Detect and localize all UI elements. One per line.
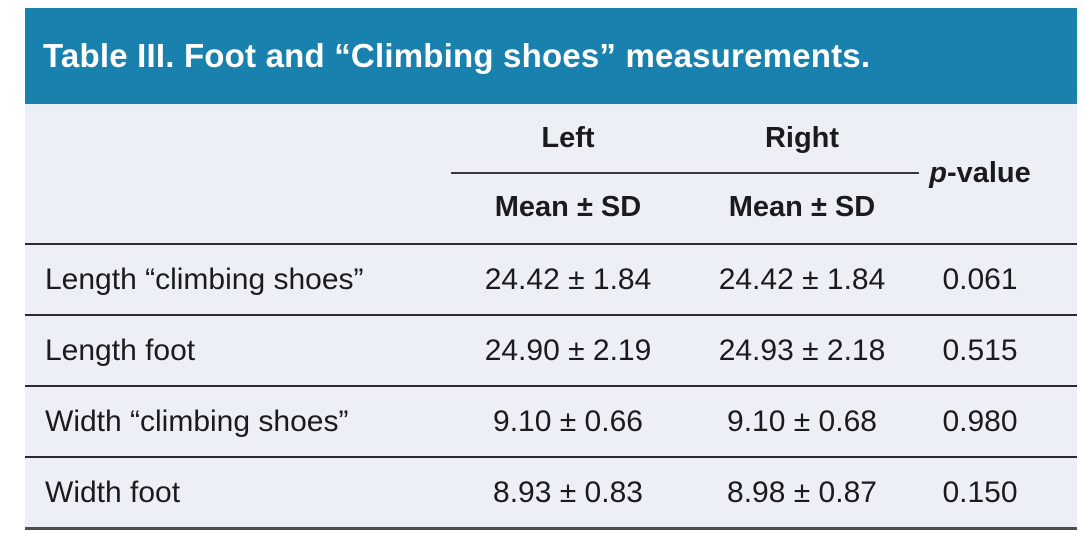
cell-left-mean-sd: 9.10 ± 0.66 [493, 404, 643, 438]
cell-left-mean-sd: 24.42 ± 1.84 [484, 262, 652, 296]
p-value-suffix: -value [946, 157, 1031, 189]
row-label: Length foot [45, 333, 196, 367]
cell-right-mean-sd: 24.42 ± 1.84 [718, 262, 886, 296]
row-label: Length “climbing shoes” [45, 262, 364, 296]
cell-left-mean-sd: 8.93 ± 0.83 [493, 475, 643, 509]
measurements-table: Table III. Foot and “Climbing shoes” mea… [25, 8, 1077, 530]
cell-right-mean-sd: 9.10 ± 0.68 [727, 404, 877, 438]
column-header-right: Right [764, 121, 840, 154]
cell-p-value: 0.061 [942, 262, 1018, 296]
side-column-group: Left Right Mean ± SD Mean ± SD [451, 104, 919, 243]
subheader-right-mean-sd: Mean ± SD [728, 191, 876, 223]
row-label: Width “climbing shoes” [45, 404, 349, 438]
table-header: Left Right Mean ± SD Mean ± SD p -value [25, 104, 1077, 243]
table-body: Left Right Mean ± SD Mean ± SD p -value L… [25, 104, 1077, 527]
cell-right-mean-sd: 8.98 ± 0.87 [727, 475, 877, 509]
column-header-p-value: p -value [919, 104, 1041, 243]
table-row: Length “climbing shoes” 24.42 ± 1.84 24.… [25, 243, 1077, 314]
cell-p-value: 0.515 [942, 333, 1018, 367]
subheaders-row: Mean ± SD Mean ± SD [451, 174, 919, 241]
table-row: Width foot 8.93 ± 0.83 8.98 ± 0.87 0.150 [25, 456, 1077, 527]
cell-p-value: 0.980 [942, 404, 1018, 438]
cell-left-mean-sd: 24.90 ± 2.19 [484, 333, 652, 367]
column-header-left: Left [541, 121, 595, 154]
table-title-bar: Table III. Foot and “Climbing shoes” mea… [25, 8, 1077, 104]
subheader-left-mean-sd: Mean ± SD [494, 191, 642, 223]
p-value-italic-p: p [929, 157, 947, 189]
table-row: Length foot 24.90 ± 2.19 24.93 ± 2.18 0.… [25, 314, 1077, 385]
side-headers-row: Left Right [451, 104, 919, 174]
table-title: Table III. Foot and “Climbing shoes” mea… [43, 37, 871, 74]
row-label: Width foot [45, 475, 181, 509]
cell-right-mean-sd: 24.93 ± 2.18 [718, 333, 886, 367]
table-row: Width “climbing shoes” 9.10 ± 0.66 9.10 … [25, 385, 1077, 456]
cell-p-value: 0.150 [942, 475, 1018, 509]
